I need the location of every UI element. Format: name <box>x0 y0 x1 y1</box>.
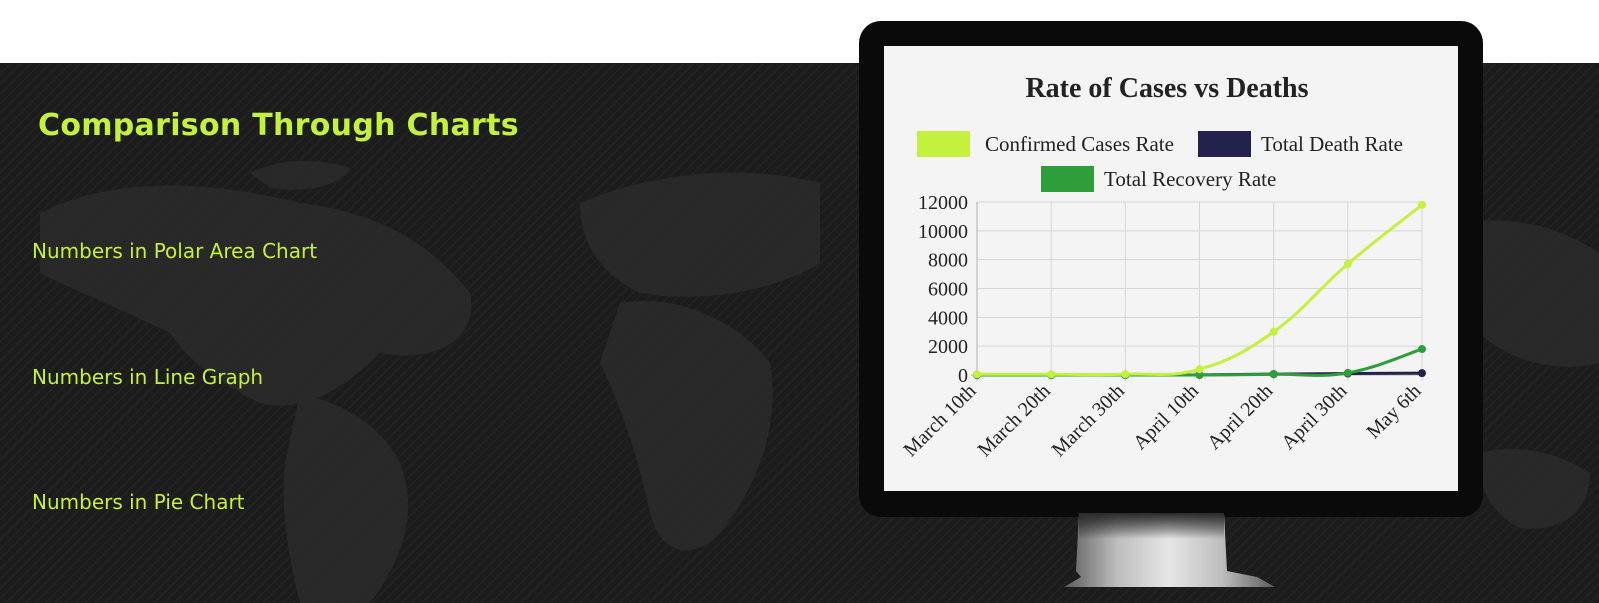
x-tick-label: April 20th <box>1203 380 1277 454</box>
nav-link-pie-chart[interactable]: Numbers in Pie Chart <box>32 490 245 514</box>
data-point-confirmed-cases-rate <box>1195 365 1204 374</box>
data-point-confirmed-cases-rate <box>973 370 981 379</box>
chart-grid <box>971 201 1423 381</box>
y-axis: 0 2000 4000 6000 8000 10000 12000 <box>918 192 968 387</box>
x-tick-label: March 20th <box>974 380 1055 461</box>
y-tick-label: 10000 <box>918 221 968 243</box>
legend-swatch-total-death-rate <box>1198 131 1251 157</box>
legend-label-total-death-rate: Total Death Rate <box>1261 132 1403 156</box>
x-tick-label: April 10th <box>1129 380 1203 454</box>
y-tick-label: 6000 <box>928 279 968 301</box>
data-point-total-death-rate <box>1418 369 1426 378</box>
data-point-confirmed-cases-rate <box>1418 200 1426 209</box>
data-point-total-recovery-rate <box>1269 370 1278 379</box>
monitor-stand <box>1064 513 1275 587</box>
line-chart: Rate of Cases vs Deaths Confirmed Cases … <box>899 73 1426 461</box>
y-tick-label: 2000 <box>928 336 968 358</box>
monitor-screen: Rate of Cases vs Deaths Confirmed Cases … <box>884 46 1458 491</box>
data-point-total-recovery-rate <box>1418 345 1426 354</box>
y-tick-label: 8000 <box>928 250 968 272</box>
data-point-total-recovery-rate <box>1195 371 1204 379</box>
legend-swatch-confirmed-cases-rate <box>917 131 970 157</box>
data-point-confirmed-cases-rate <box>1269 327 1278 336</box>
y-tick-label: 12000 <box>918 192 968 214</box>
y-tick-label: 0 <box>958 365 968 387</box>
world-map-background <box>40 161 1599 603</box>
x-tick-label: March 30th <box>1048 380 1129 461</box>
legend-swatch-total-recovery-rate <box>1041 166 1094 192</box>
monitor-frame: Rate of Cases vs Deaths Confirmed Cases … <box>859 21 1483 517</box>
chart-series <box>973 200 1426 379</box>
y-tick-label: 4000 <box>928 307 968 329</box>
nav-link-polar-area-chart[interactable]: Numbers in Polar Area Chart <box>32 239 318 263</box>
x-tick-label: May 6th <box>1362 380 1425 443</box>
data-point-confirmed-cases-rate <box>1343 259 1352 268</box>
x-tick-label: April 30th <box>1277 380 1351 454</box>
data-point-total-recovery-rate <box>1343 368 1352 377</box>
nav-link-line-graph[interactable]: Numbers in Line Graph <box>32 365 264 389</box>
chart-title: Rate of Cases vs Deaths <box>1025 73 1308 104</box>
chart-legend: Confirmed Cases Rate Total Death Rate Tota… <box>917 131 1403 192</box>
section-title: Comparison Through Charts <box>38 108 519 143</box>
data-point-confirmed-cases-rate <box>1047 370 1056 379</box>
legend-label-total-recovery-rate: Total Recovery Rate <box>1104 167 1276 191</box>
legend-label-confirmed-cases-rate: Confirmed Cases Rate <box>985 132 1174 156</box>
x-tick-label: March 10th <box>899 380 980 461</box>
data-point-confirmed-cases-rate <box>1121 370 1130 379</box>
